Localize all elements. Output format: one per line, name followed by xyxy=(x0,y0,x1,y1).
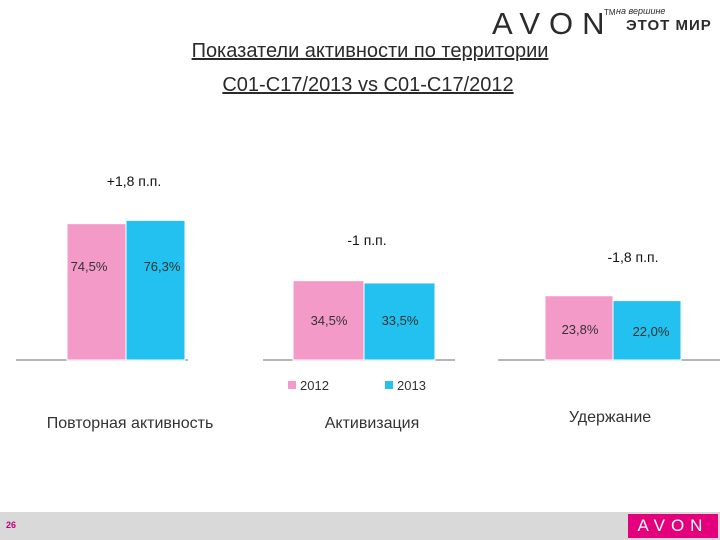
data-label-2012-3: 23,8% xyxy=(562,322,599,337)
legend-label-2012: 2012 xyxy=(300,378,329,393)
bar-2013-3 xyxy=(612,300,682,361)
legend-label-2013: 2013 xyxy=(397,378,426,393)
page-number: 26 xyxy=(6,520,17,530)
category-label-3: Удержание xyxy=(569,409,651,426)
footer-logo-text: AVON xyxy=(637,516,709,535)
logo-brand: AVON xyxy=(492,6,614,41)
bar-2013-1 xyxy=(125,219,186,361)
footer-bar: 26 AVON xyxy=(0,512,720,540)
bar-2012-1 xyxy=(66,223,127,361)
data-label-2013-3: 22,0% xyxy=(633,324,670,339)
bar-2013-2 xyxy=(363,282,436,361)
bar-2012-3 xyxy=(544,295,614,361)
footer-avon-logo: AVON xyxy=(628,514,718,538)
page-title-line2: C01-C17/2013 vs C01-C17/2012 xyxy=(222,74,514,96)
page-title-line1: Показатели активности по территории xyxy=(191,40,549,62)
change-annotation-1: +1,8 п.п. xyxy=(107,173,161,189)
legend-swatch-2012 xyxy=(288,381,296,389)
data-label-2013-2: 33,5% xyxy=(382,313,419,328)
logo-tm: TM xyxy=(604,8,616,17)
activity-chart: 74,5% 76,3% +1,8 п.п. Повторная активность 3… xyxy=(16,173,720,432)
logo-tagline-top: на вершине xyxy=(616,6,666,16)
category-label-1: Повторная активность xyxy=(47,415,214,432)
logo-tagline-bottom: ЭТОТ МИР xyxy=(626,17,712,34)
bar-2012-2 xyxy=(292,280,365,361)
change-annotation-3: -1,8 п.п. xyxy=(608,249,659,265)
avon-logo: AVON TM на вершине ЭТОТ МИР xyxy=(486,4,716,44)
change-annotation-2: -1 п.п. xyxy=(347,232,386,248)
data-label-2012-1: 74,5% xyxy=(71,259,108,274)
category-label-2: Активизация xyxy=(325,415,420,432)
data-label-2012-2: 34,5% xyxy=(311,313,348,328)
data-label-2013-1: 76,3% xyxy=(144,259,181,274)
legend-swatch-2013 xyxy=(385,381,393,389)
